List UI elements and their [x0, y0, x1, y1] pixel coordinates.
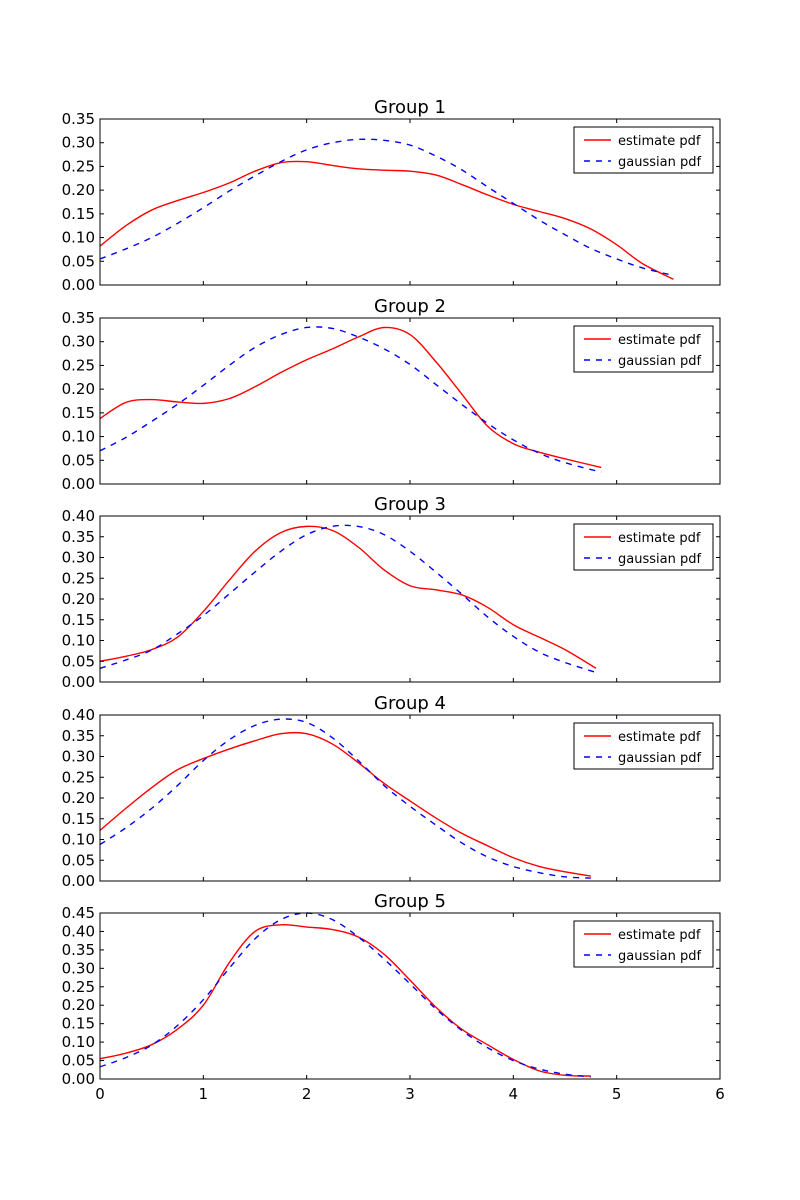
y-tick-label: 0.30 [62, 748, 95, 766]
y-tick-label: 0.15 [62, 205, 95, 223]
subplot-title: Group 4 [374, 693, 446, 714]
legend-box [573, 126, 714, 174]
y-tick-label: 0.10 [62, 831, 95, 849]
legend-label-gaussian: gaussian pdf [618, 155, 701, 170]
legend-box [573, 523, 714, 571]
y-tick-label: 0.20 [62, 380, 95, 398]
y-tick-label: 0.15 [62, 1015, 95, 1033]
y-tick-label: 0.05 [62, 851, 95, 869]
legend-box [573, 920, 714, 968]
y-tick-label: 0.05 [62, 451, 95, 469]
legend-label-estimate: estimate pdf [618, 928, 701, 943]
y-tick-label: 0.45 [62, 904, 95, 922]
legend-box [573, 325, 714, 373]
subplot-4: Group 4 0.00 0.05 0.10 0.15 0.20 0.25 0.30 0.35 0… [62, 693, 721, 890]
y-tick-label: 0.30 [62, 549, 95, 567]
subplot-title: Group 5 [374, 891, 446, 912]
y-tick-label: 0.00 [62, 872, 95, 890]
y-tick-label: 0.10 [62, 428, 95, 446]
y-tick-label: 0.10 [62, 632, 95, 650]
y-tick-label: 0.35 [62, 941, 95, 959]
y-tick-label: 0.20 [62, 789, 95, 807]
y-tick-label: 0.30 [62, 959, 95, 977]
x-tick-label: 2 [302, 1085, 312, 1103]
legend: estimate pdf gaussian pdf [573, 523, 714, 571]
y-tick-label: 0.25 [62, 768, 95, 786]
y-tick-label: 0.00 [62, 276, 95, 294]
legend-label-gaussian: gaussian pdf [618, 751, 701, 766]
y-tick-label: 0.40 [62, 922, 95, 940]
y-tick-label: 0.25 [62, 978, 95, 996]
y-tick-label: 0.40 [62, 706, 95, 724]
subplot-3: Group 3 0.00 0.05 0.10 0.15 0.20 0.25 0.30 0.35 0… [62, 494, 721, 691]
subplot-title: Group 3 [374, 494, 446, 515]
y-tick-label: 0.35 [62, 727, 95, 745]
series-line-estimate [99, 525, 597, 669]
subplot-1: Group 1 0.00 0.05 0.10 0.15 0.20 0.25 0.30 0.35 e… [62, 97, 721, 294]
legend-label-estimate: estimate pdf [618, 730, 701, 745]
series-line-gaussian [99, 524, 597, 674]
y-tick-label: 0.05 [62, 652, 95, 670]
series-line-gaussian [99, 718, 591, 879]
legend: estimate pdf gaussian pdf [573, 325, 714, 373]
y-tick-label: 0.00 [62, 673, 95, 691]
series-line-estimate [99, 923, 591, 1077]
legend-label-estimate: estimate pdf [618, 531, 701, 546]
series-line-gaussian [99, 326, 602, 473]
y-tick-label: 0.40 [62, 507, 95, 525]
x-tick-label: 4 [509, 1085, 519, 1103]
series-line-estimate [99, 326, 602, 469]
y-tick-label: 0.30 [62, 134, 95, 152]
y-tick-label: 0.05 [62, 1052, 95, 1070]
series-line-estimate [99, 731, 591, 877]
series-line-gaussian [99, 138, 674, 277]
series-line-gaussian [99, 912, 591, 1078]
y-tick-label: 0.25 [62, 356, 95, 374]
y-tick-label: 0.35 [62, 528, 95, 546]
legend-label-estimate: estimate pdf [618, 333, 701, 348]
y-tick-label: 0.20 [62, 590, 95, 608]
legend-label-estimate: estimate pdf [618, 134, 701, 149]
legend: estimate pdf gaussian pdf [573, 722, 714, 770]
legend-label-gaussian: gaussian pdf [618, 354, 701, 369]
y-tick-label: 0.05 [62, 252, 95, 270]
y-tick-label: 0.30 [62, 333, 95, 351]
x-tick-label: 1 [199, 1085, 209, 1103]
y-tick-label: 0.15 [62, 404, 95, 422]
series-line-estimate [99, 160, 674, 280]
x-tick-label: 6 [715, 1085, 725, 1103]
y-tick-label: 0.25 [62, 569, 95, 587]
y-tick-label: 0.20 [62, 996, 95, 1014]
subplot-5: Group 50.000.050.100.150.200.250.300.350… [62, 891, 725, 1103]
subplot-title: Group 2 [374, 296, 446, 317]
y-tick-label: 0.00 [62, 475, 95, 493]
legend: estimate pdf gaussian pdf [573, 920, 714, 968]
y-tick-label: 0.15 [62, 611, 95, 629]
y-tick-label: 0.25 [62, 157, 95, 175]
y-tick-label: 0.15 [62, 810, 95, 828]
subplot-2: Group 2 0.00 0.05 0.10 0.15 0.20 0.25 0.30 0.35 e… [62, 296, 721, 493]
y-tick-label: 0.20 [62, 181, 95, 199]
legend: estimate pdf gaussian pdf [573, 126, 714, 174]
y-tick-label: 0.35 [62, 309, 95, 327]
legend-label-gaussian: gaussian pdf [618, 552, 701, 567]
y-tick-label: 0.10 [62, 229, 95, 247]
x-tick-label: 3 [405, 1085, 415, 1103]
y-tick-label: 0.35 [62, 110, 95, 128]
subplot-title: Group 1 [374, 97, 446, 118]
x-tick-label: 0 [95, 1085, 105, 1103]
x-tick-label: 5 [612, 1085, 622, 1103]
legend-box [573, 722, 714, 770]
y-tick-label: 0.00 [62, 1070, 95, 1088]
y-tick-label: 0.10 [62, 1033, 95, 1051]
legend-label-gaussian: gaussian pdf [618, 949, 701, 964]
